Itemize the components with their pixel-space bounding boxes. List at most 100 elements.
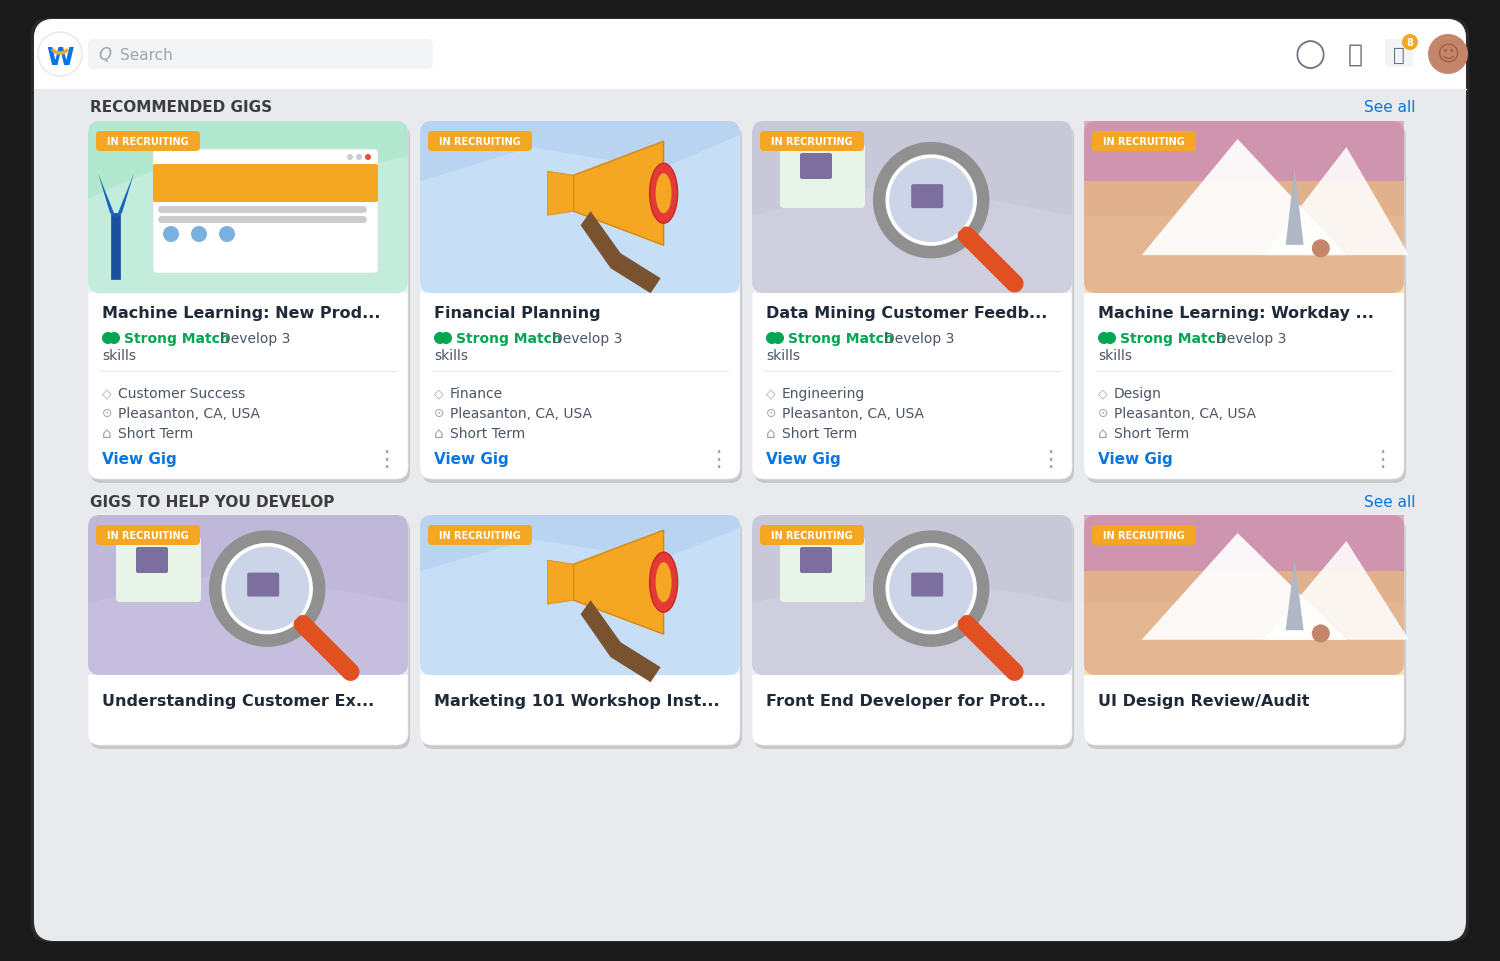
Text: Search: Search: [120, 47, 172, 62]
Text: ⋮: ⋮: [375, 450, 398, 470]
Polygon shape: [1084, 182, 1404, 294]
Text: IN RECRUITING: IN RECRUITING: [106, 136, 189, 147]
Text: Develop 3: Develop 3: [1216, 332, 1287, 346]
FancyBboxPatch shape: [153, 150, 378, 274]
Circle shape: [356, 155, 362, 160]
Text: ◇: ◇: [1098, 387, 1107, 400]
FancyBboxPatch shape: [752, 122, 1072, 480]
Polygon shape: [420, 529, 740, 676]
Polygon shape: [1286, 560, 1304, 630]
Circle shape: [890, 159, 974, 243]
FancyBboxPatch shape: [34, 20, 1466, 90]
Text: ⊙: ⊙: [102, 407, 112, 420]
Circle shape: [1428, 35, 1468, 75]
Text: IN RECRUITING: IN RECRUITING: [1102, 530, 1185, 540]
Polygon shape: [88, 572, 408, 676]
Circle shape: [879, 149, 983, 253]
Polygon shape: [573, 142, 663, 246]
Text: Develop 3: Develop 3: [552, 332, 622, 346]
Text: View Gig: View Gig: [102, 452, 177, 467]
Text: Customer Success: Customer Success: [118, 386, 246, 401]
Polygon shape: [752, 182, 1072, 294]
Text: Strong Match: Strong Match: [456, 332, 561, 346]
FancyBboxPatch shape: [427, 526, 532, 546]
FancyBboxPatch shape: [96, 526, 200, 546]
Polygon shape: [1084, 515, 1404, 604]
Text: Machine Learning: New Prod...: Machine Learning: New Prod...: [102, 307, 381, 321]
Text: IN RECRUITING: IN RECRUITING: [440, 530, 520, 540]
FancyBboxPatch shape: [1086, 520, 1406, 750]
Text: ⋮: ⋮: [1371, 450, 1394, 470]
Text: ◇: ◇: [766, 387, 776, 400]
Text: View Gig: View Gig: [433, 452, 508, 467]
Polygon shape: [1286, 170, 1304, 246]
Text: ⊙: ⊙: [433, 407, 444, 420]
Text: Data Mining Customer Feedb...: Data Mining Customer Feedb...: [766, 307, 1047, 321]
Text: See all: See all: [1364, 495, 1414, 510]
Text: Develop 3: Develop 3: [884, 332, 954, 346]
Text: ⌗: ⌗: [1394, 45, 1406, 64]
Polygon shape: [752, 572, 1072, 676]
Text: IN RECRUITING: IN RECRUITING: [106, 530, 189, 540]
FancyBboxPatch shape: [754, 126, 1074, 483]
FancyBboxPatch shape: [420, 515, 740, 676]
Text: Understanding Customer Ex...: Understanding Customer Ex...: [102, 694, 375, 709]
FancyBboxPatch shape: [910, 573, 944, 597]
Circle shape: [440, 333, 452, 345]
Text: IN RECRUITING: IN RECRUITING: [1102, 136, 1185, 147]
FancyBboxPatch shape: [780, 537, 865, 603]
Text: ◯: ◯: [1294, 40, 1326, 69]
Text: ◇: ◇: [433, 387, 444, 400]
FancyBboxPatch shape: [248, 573, 279, 597]
Circle shape: [346, 155, 352, 160]
FancyBboxPatch shape: [760, 526, 864, 546]
Polygon shape: [548, 560, 573, 604]
Text: ⊙: ⊙: [766, 407, 777, 420]
Text: IN RECRUITING: IN RECRUITING: [440, 136, 520, 147]
Circle shape: [1098, 333, 1110, 345]
Circle shape: [1312, 240, 1330, 258]
Polygon shape: [1263, 541, 1408, 640]
Text: Strong Match: Strong Match: [788, 332, 894, 346]
Polygon shape: [88, 157, 408, 294]
Text: Marketing 101 Workshop Inst...: Marketing 101 Workshop Inst...: [433, 694, 720, 709]
Circle shape: [1104, 333, 1116, 345]
FancyBboxPatch shape: [1084, 122, 1404, 294]
FancyBboxPatch shape: [1384, 40, 1413, 68]
Circle shape: [1402, 35, 1417, 51]
Ellipse shape: [656, 174, 672, 214]
Text: View Gig: View Gig: [1098, 452, 1173, 467]
Text: Short Term: Short Term: [1114, 427, 1190, 440]
FancyBboxPatch shape: [420, 122, 740, 294]
Circle shape: [38, 33, 82, 77]
Polygon shape: [548, 172, 573, 216]
Polygon shape: [1142, 533, 1347, 640]
FancyBboxPatch shape: [88, 122, 408, 480]
Text: Finance: Finance: [450, 386, 503, 401]
FancyBboxPatch shape: [1084, 122, 1404, 480]
FancyBboxPatch shape: [800, 548, 832, 574]
Text: ⌂: ⌂: [766, 426, 776, 441]
Text: skills: skills: [102, 349, 136, 362]
FancyBboxPatch shape: [1084, 515, 1404, 745]
FancyBboxPatch shape: [90, 520, 410, 750]
Text: ☺: ☺: [1437, 45, 1460, 65]
FancyBboxPatch shape: [910, 185, 944, 209]
Text: Design: Design: [1114, 386, 1162, 401]
Polygon shape: [420, 136, 740, 294]
Text: Pleasanton, CA, USA: Pleasanton, CA, USA: [450, 407, 592, 421]
Polygon shape: [98, 174, 116, 219]
Text: ⋮: ⋮: [1040, 450, 1060, 470]
Circle shape: [766, 333, 778, 345]
FancyBboxPatch shape: [88, 122, 408, 294]
Text: Short Term: Short Term: [450, 427, 525, 440]
FancyBboxPatch shape: [1086, 126, 1406, 483]
Text: Strong Match: Strong Match: [1120, 332, 1226, 346]
Circle shape: [890, 547, 974, 631]
Polygon shape: [573, 530, 663, 634]
Text: Q: Q: [99, 46, 111, 64]
FancyBboxPatch shape: [28, 16, 1472, 945]
Text: UI Design Review/Audit: UI Design Review/Audit: [1098, 694, 1310, 709]
Text: ⍾: ⍾: [1347, 43, 1362, 67]
Text: ◇: ◇: [102, 387, 111, 400]
